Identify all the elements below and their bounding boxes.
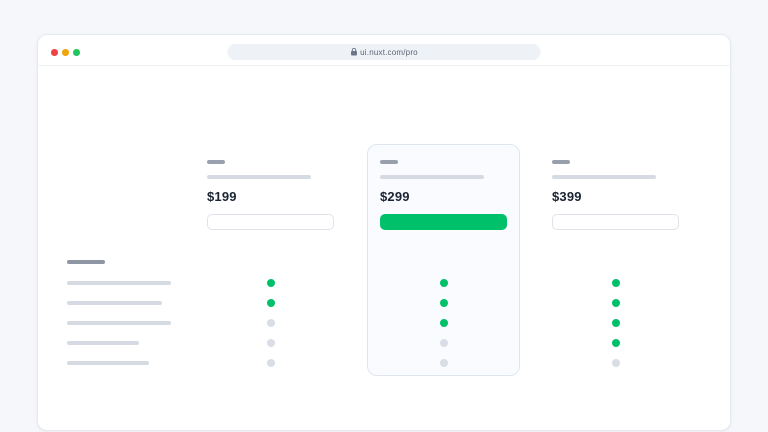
- feature-label-skeleton: [67, 281, 171, 285]
- feature-dot-included: [266, 279, 275, 287]
- plan-subtitle-skeleton: [380, 175, 484, 179]
- plan-title-skeleton: [207, 160, 225, 164]
- plan-subtitle-skeleton: [552, 175, 656, 179]
- feature-dot-included: [266, 299, 275, 307]
- feature-dot-included: [611, 279, 620, 287]
- feature-dot-included: [439, 299, 448, 307]
- feature-dot-included: [611, 319, 620, 327]
- plan-subtitle-skeleton: [207, 175, 311, 179]
- feature-label-skeleton: [67, 361, 149, 365]
- feature-dot-excluded: [611, 359, 620, 367]
- plan-column-1: $199: [207, 160, 334, 232]
- minimize-window-button[interactable]: [62, 49, 69, 56]
- feature-label-skeleton: [67, 341, 139, 345]
- plan-column-2: $299: [380, 160, 507, 232]
- feature-dot-excluded: [266, 339, 275, 347]
- plan-price: $399: [552, 189, 582, 204]
- lock-icon: [350, 48, 357, 56]
- highlighted-plan-card: [367, 144, 520, 376]
- feature-dot-excluded: [439, 359, 448, 367]
- url-text: ui.nuxt.com/pro: [360, 47, 418, 57]
- feature-label-skeleton: [67, 301, 162, 305]
- plan-price: $299: [380, 189, 410, 204]
- address-bar[interactable]: ui.nuxt.com/pro: [227, 44, 541, 60]
- traffic-lights: [51, 49, 80, 56]
- feature-label-skeleton: [67, 321, 171, 325]
- feature-dot-excluded: [266, 359, 275, 367]
- browser-toolbar: ui.nuxt.com/pro: [38, 35, 730, 66]
- plan-select-button[interactable]: [380, 214, 507, 230]
- feature-dot-excluded: [266, 319, 275, 327]
- browser-window: ui.nuxt.com/pro $199 $299 $399: [37, 34, 731, 431]
- plan-price: $199: [207, 189, 237, 204]
- feature-dot-included: [439, 279, 448, 287]
- feature-dot-included: [439, 319, 448, 327]
- features-heading-skeleton: [67, 260, 105, 264]
- plan-column-3: $399: [552, 160, 679, 232]
- plan-select-button[interactable]: [207, 214, 334, 230]
- feature-dot-excluded: [439, 339, 448, 347]
- plan-title-skeleton: [552, 160, 570, 164]
- zoom-window-button[interactable]: [73, 49, 80, 56]
- plan-title-skeleton: [380, 160, 398, 164]
- plan-select-button[interactable]: [552, 214, 679, 230]
- feature-dot-included: [611, 299, 620, 307]
- close-window-button[interactable]: [51, 49, 58, 56]
- feature-dot-included: [611, 339, 620, 347]
